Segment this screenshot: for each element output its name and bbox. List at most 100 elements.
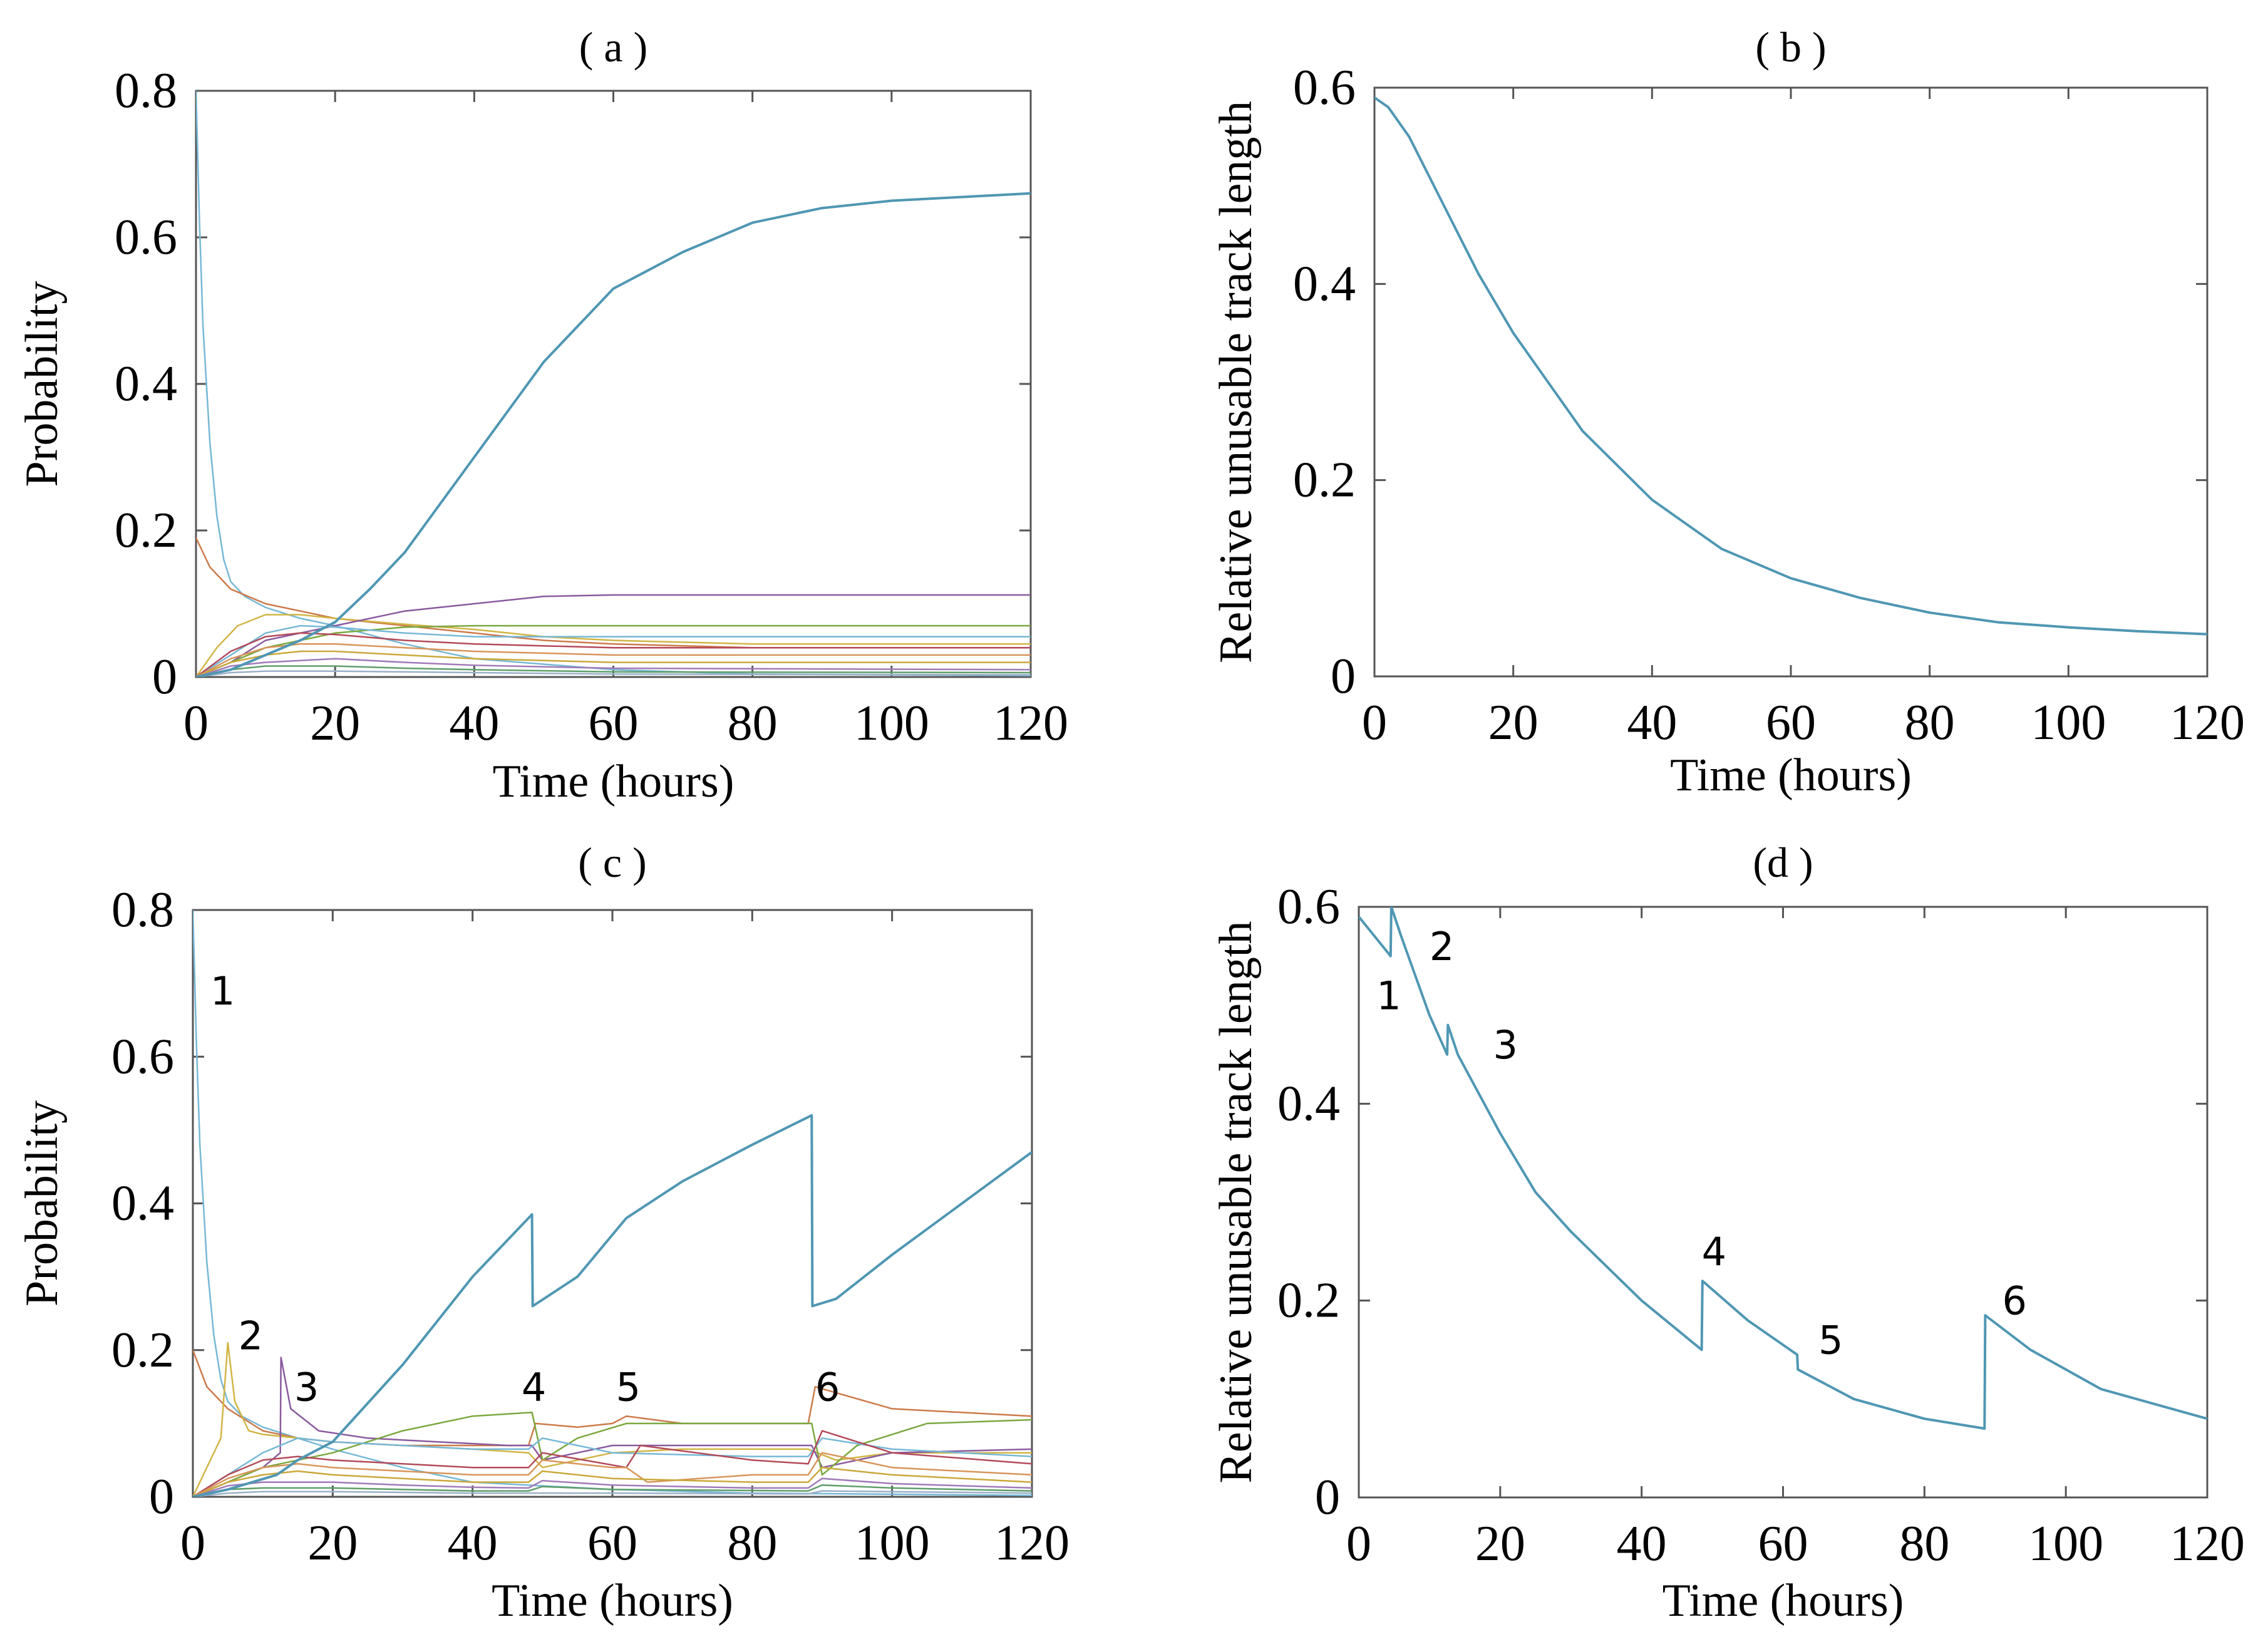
- chart-c-annotation-2: 2: [239, 1313, 263, 1358]
- chart-d-annotation-4: 4: [1702, 1229, 1726, 1274]
- chart-d-xtick-label: 80: [1899, 1516, 1949, 1571]
- chart-d-annotation-1: 1: [1376, 973, 1401, 1018]
- chart-b-title: ( b ): [1755, 23, 1826, 71]
- chart-d-title: (d ): [1753, 839, 1813, 886]
- chart-a-ytick-label: 0.8: [115, 63, 177, 118]
- chart-d-xtick-label: 40: [1617, 1516, 1667, 1571]
- chart-a-series-initial-state: [196, 91, 1031, 676]
- chart-a-xtick-label: 20: [310, 696, 360, 751]
- chart-c-ytick-label: 0.2: [111, 1323, 174, 1378]
- chart-b: ( b ) 0 20 40 60 80 100 120 0 0.2 0.4 0.6 Time (hour…: [1210, 23, 2245, 801]
- chart-c-annotation-4: 4: [522, 1364, 546, 1410]
- chart-c-series-state-c11: [193, 1490, 1032, 1497]
- chart-c-series-state-c6: [193, 1430, 1032, 1497]
- chart-c-ytick-label: 0.8: [111, 882, 174, 938]
- chart-a-series-state-c11: [196, 670, 1031, 677]
- chart-a-series-dominant-state: [196, 192, 1031, 677]
- chart-d-ytick-label: 0.2: [1277, 1273, 1340, 1328]
- chart-b-ylabel: Relative unusable track length: [1210, 101, 1262, 663]
- chart-c-xtick-label: 0: [180, 1516, 205, 1571]
- chart-a-series-state-c9: [196, 658, 1031, 677]
- chart-a-ylabel: Probability: [16, 281, 68, 487]
- chart-d-ytick-label: 0: [1315, 1470, 1340, 1525]
- chart-c-annotation-5: 5: [616, 1364, 641, 1410]
- chart-d-annotation-2: 2: [1430, 924, 1454, 969]
- chart-c-xtick-label: 20: [307, 1516, 358, 1571]
- chart-d-xtick-label: 120: [2170, 1516, 2245, 1571]
- chart-c-series-state-c8: [193, 1466, 1032, 1497]
- chart-c-xtick-label: 40: [448, 1516, 498, 1571]
- chart-b-ytick-label: 0.2: [1293, 453, 1356, 508]
- chart-a-series-state-c10: [196, 665, 1031, 677]
- chart-b-ytick-label: 0.4: [1293, 256, 1356, 311]
- chart-b-xtick-label: 40: [1627, 695, 1677, 750]
- chart-b-ytick-label: 0.6: [1293, 60, 1356, 115]
- chart-c-series-state-c10: [193, 1484, 1032, 1497]
- chart-c-annotation-1: 1: [210, 968, 235, 1014]
- chart-d-xtick-label: 60: [1758, 1516, 1808, 1571]
- chart-b-frame: [1373, 86, 2209, 678]
- chart-c-annotation-3: 3: [294, 1364, 319, 1410]
- chart-b-xtick-label: 100: [2031, 695, 2106, 750]
- chart-a-xtick-label: 40: [449, 696, 499, 751]
- chart-a-series-state-c1: [196, 537, 1031, 649]
- chart-a: ( a ) 0 20 40 60 80 100 120 0 0.2 0.4 0.6 0.8 Time (h…: [16, 23, 1068, 807]
- chart-d-xtick-label: 20: [1475, 1516, 1525, 1571]
- chart-a-xtick-label: 80: [728, 696, 778, 751]
- chart-c-annotation-6: 6: [815, 1364, 840, 1410]
- chart-a-ytick-label: 0.4: [115, 356, 177, 411]
- chart-d-xlabel: Time (hours): [1662, 1575, 1904, 1626]
- chart-b-xtick-label: 0: [1362, 695, 1387, 750]
- chart-c-series-state-c9: [193, 1477, 1032, 1497]
- chart-c-series-state-c5: [193, 1437, 1032, 1497]
- chart-c-xtick-label: 80: [727, 1516, 777, 1571]
- chart-c-xtick-label: 100: [855, 1516, 930, 1571]
- chart-a-xtick-label: 60: [589, 696, 639, 751]
- chart-a-ytick-label: 0.2: [115, 503, 177, 558]
- chart-d-ytick-label: 0.4: [1277, 1076, 1340, 1131]
- chart-a-xtick-label: 0: [183, 696, 209, 751]
- chart-c-ytick-label: 0.4: [111, 1176, 174, 1231]
- chart-d-ytick-label: 0.6: [1277, 879, 1340, 934]
- chart-c-xtick-label: 120: [994, 1516, 1070, 1571]
- chart-d-annotation-3: 3: [1493, 1022, 1518, 1068]
- chart-c-ytick-label: 0: [149, 1469, 174, 1524]
- chart-a-series-state-c3: [196, 594, 1031, 677]
- chart-c-title: ( c ): [578, 839, 646, 886]
- chart-d-annotation-6: 6: [2003, 1278, 2027, 1324]
- chart-b-xtick-label: 120: [2170, 695, 2245, 750]
- chart-c-ytick-label: 0.6: [111, 1029, 174, 1084]
- chart-c-series-state-c7: [193, 1452, 1032, 1497]
- chart-c-series-state-c1: [193, 1350, 1032, 1447]
- chart-d: (d ) 0 20 40 60 80 100 120 0 0.2 0.4 0.6 Time (hours…: [1210, 839, 2245, 1626]
- chart-c: ( c ) 0 20 40 60 80 100 120 0 0.2 0.4 0.6 0.8 Time (h…: [16, 839, 1070, 1626]
- chart-a-title: ( a ): [579, 23, 647, 71]
- chart-c-xtick-label: 60: [587, 1516, 637, 1571]
- chart-c-xlabel: Time (hours): [492, 1575, 733, 1626]
- chart-c-ylabel: Probability: [16, 1100, 68, 1306]
- chart-d-xtick-label: 100: [2028, 1516, 2103, 1571]
- chart-d-annotation-5: 5: [1818, 1318, 1843, 1363]
- chart-d-xtick-label: 0: [1346, 1516, 1371, 1571]
- chart-a-series-state-c8: [196, 650, 1031, 677]
- chart-a-xtick-label: 120: [993, 696, 1068, 751]
- chart-d-series-unusable-length: [1359, 907, 2207, 1430]
- chart-a-series-state-c2: [196, 614, 1031, 677]
- chart-a-xlabel: Time (hours): [493, 756, 735, 807]
- chart-b-xtick-label: 20: [1488, 695, 1539, 750]
- chart-b-xlabel: Time (hours): [1670, 750, 1912, 801]
- chart-a-series-state-c7: [196, 643, 1031, 677]
- chart-a-ytick-label: 0.6: [115, 210, 177, 265]
- chart-d-frame: [1358, 906, 2209, 1499]
- chart-b-series-unusable-length: [1374, 96, 2207, 636]
- chart-c-series-state-c3: [193, 1357, 1032, 1497]
- chart-b-xtick-label: 80: [1905, 695, 1955, 750]
- chart-a-ytick-label: 0: [152, 649, 177, 705]
- chart-a-series-state-c4: [196, 624, 1031, 677]
- chart-a-series-state-c6: [196, 632, 1031, 677]
- chart-a-xtick-label: 100: [854, 696, 929, 751]
- chart-b-ytick-label: 0: [1331, 649, 1356, 704]
- chart-a-frame: [195, 90, 1032, 678]
- chart-c-series-dominant-state: [193, 1114, 1032, 1497]
